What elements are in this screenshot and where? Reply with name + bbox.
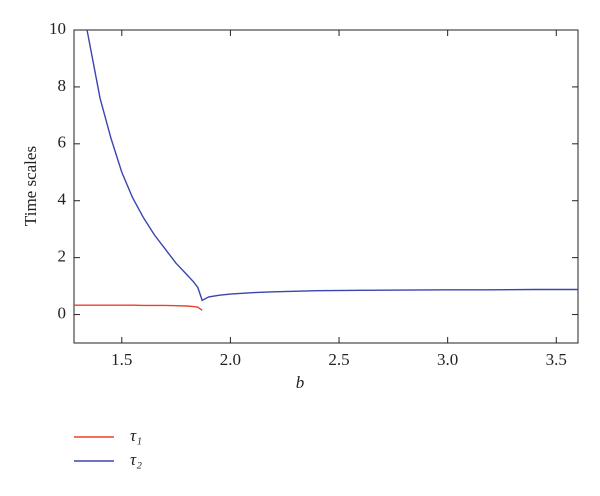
x-tick-label: 1.5 [111, 350, 132, 369]
y-tick-label: 4 [58, 190, 67, 209]
y-tick-label: 2 [58, 247, 67, 266]
legend-label: τ₁ [130, 426, 142, 445]
x-tick-label: 3.5 [546, 350, 567, 369]
y-tick-label: 10 [49, 19, 66, 38]
series-line [74, 304, 203, 311]
legend-label: τ₂ [130, 450, 142, 469]
y-tick-label: 6 [58, 133, 67, 152]
x-tick-label: 2.0 [220, 350, 241, 369]
plot-frame [73, 29, 579, 344]
x-tick-label: 2.5 [328, 350, 349, 369]
y-tick-label: 8 [58, 76, 67, 95]
x-tick-label: 3.0 [437, 350, 458, 369]
y-tick-label: 0 [58, 303, 67, 322]
y-axis-label: Time scales [21, 146, 40, 226]
series-line [86, 29, 578, 302]
x-axis-label: b [296, 373, 305, 392]
